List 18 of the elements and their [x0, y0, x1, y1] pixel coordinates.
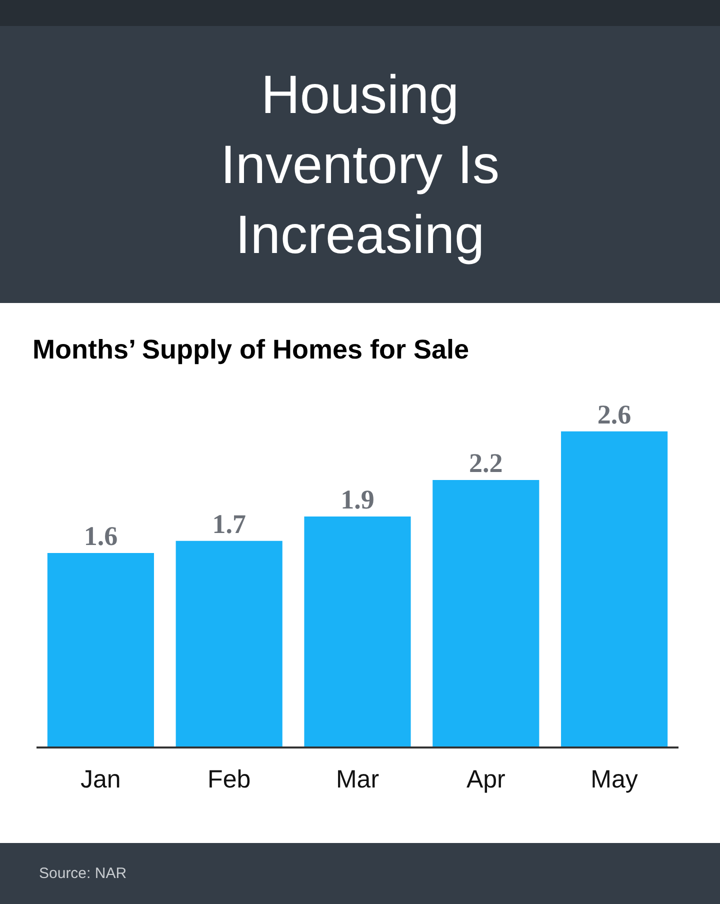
x-tick-label: Apr: [466, 766, 506, 794]
bar: [561, 431, 668, 748]
data-label: 2.6: [597, 399, 632, 430]
x-tick-label: Jan: [80, 766, 121, 794]
bar: [176, 540, 282, 748]
x-tick-label: Feb: [208, 766, 251, 794]
title: Housing Inventory Is Increasing: [0, 0, 720, 303]
x-tick-label: May: [590, 766, 638, 794]
chart-subtitle: Months’ Supply of Homes for Sale: [32, 334, 470, 364]
x-tick-label: Mar: [336, 766, 380, 794]
bar: [432, 480, 540, 748]
data-label: 1.9: [340, 484, 374, 515]
data-label: 1.7: [212, 508, 246, 539]
source-note: Source: NAR: [0, 843, 720, 904]
bar: [47, 552, 154, 748]
data-label: 2.2: [469, 448, 503, 478]
bar: [304, 516, 411, 748]
data-label: 1.6: [84, 520, 118, 551]
